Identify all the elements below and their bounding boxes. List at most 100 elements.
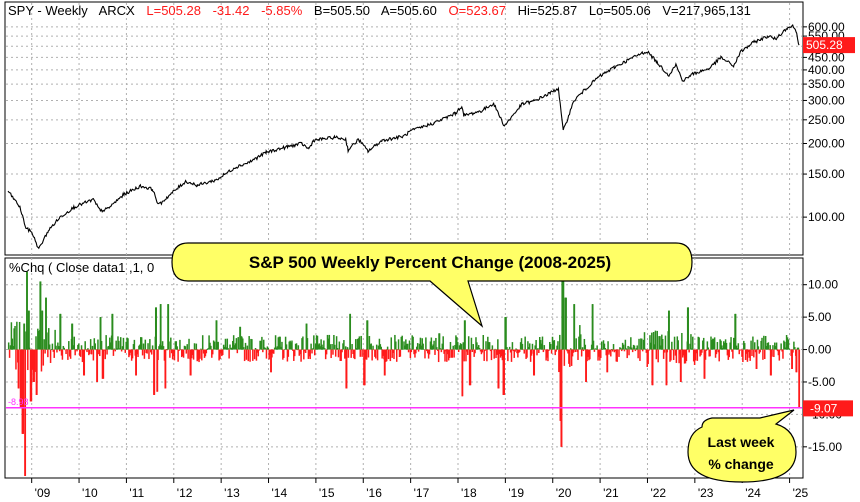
percent-bar [517,349,519,358]
percent-bar [335,336,338,350]
percent-bar-highlight [469,349,471,386]
percent-bar [162,346,165,350]
percent-bar-highlight [156,349,159,392]
percent-bar [617,349,619,351]
percent-bar [223,346,226,350]
percent-bar [728,349,730,358]
percent-bar-highlight [135,349,137,376]
percent-bar [440,349,443,353]
percent-bar [747,349,750,353]
percent-bar [569,349,571,367]
percent-bar [257,349,260,357]
percent-bar [278,336,280,350]
last-week-callout-bubble [687,409,797,483]
percent-bar [74,349,76,356]
percent-bar [693,349,696,365]
percent-bar [344,346,347,350]
percent-bar [103,349,106,351]
percent-bar [170,337,172,350]
percent-bar [398,349,401,357]
percent-bar [467,336,470,350]
percent-bar [430,337,433,350]
percent-bar [596,345,598,350]
percent-bar-highlight [28,310,30,350]
percent-bar [376,349,379,361]
percent-bar [187,349,189,359]
percent-bar [163,349,166,361]
percent-bar [645,349,648,353]
date-tick-label: '17 [414,486,430,500]
percent-bar [738,349,740,355]
percent-bar [688,349,690,353]
percent-bar [129,349,132,353]
percent-bar [460,344,463,350]
percent-bar [615,349,618,362]
percent-bar [31,349,34,370]
percent-bar [323,340,325,350]
price-tick-label: 150.00 [808,167,845,181]
percent-bar [373,349,375,351]
percent-bar [161,341,164,350]
percent-bar [538,337,541,350]
percent-bar [124,349,127,353]
percent-bar [132,344,135,350]
percent-bar [118,340,120,350]
percent-bar-highlight [96,349,99,382]
percent-bar [12,345,14,350]
percent-bar [73,336,76,350]
percent-bar [455,335,457,350]
percent-bar [523,349,526,354]
percent-bar [593,349,596,352]
percent-bar [259,340,261,350]
percent-bar [57,342,59,350]
percent-bar-highlight [798,349,801,409]
percent-bar [577,349,579,360]
percent-bar [227,348,229,350]
percent-bar [450,349,453,358]
percent-bar [395,341,397,350]
percent-bar [226,338,229,350]
percent-bar [11,338,14,350]
percent-bar [201,349,203,361]
percent-bar [40,349,43,372]
percent-bar [477,345,480,350]
percent-bar [788,348,791,350]
percent-bar [488,342,491,350]
percent-bar [634,349,637,352]
percent-bar-highlight [35,349,38,395]
percent-axis: 10.005.000.00-5.00-10.00-15.00 [803,278,842,454]
percent-bar [713,337,716,350]
percent-bar [320,339,322,350]
percent-bar [413,349,415,355]
percent-bar [340,349,342,361]
percent-bar [312,348,314,350]
percent-bar [391,349,393,358]
percent-bar [88,349,90,356]
percent-bar [643,332,646,350]
percent-bar [531,343,534,350]
percent-bar [238,348,240,350]
reference-level-label: -8.98 [8,397,29,407]
percent-bar [210,345,212,350]
percent-bar [293,349,296,357]
percent-bar [246,345,249,350]
percent-bar [258,349,260,351]
percent-bar [647,349,649,365]
percent-bar [552,340,555,350]
percent-bar [779,349,781,351]
percent-bar [704,349,707,360]
percent-bar [611,349,614,352]
percent-tick-label: 10.00 [808,278,838,292]
percent-bar [510,349,513,362]
percent-bar [88,349,91,355]
percent-bar [188,338,190,350]
percent-bar [360,335,362,350]
percent-bar [762,349,764,360]
date-tick-label: '24 [745,486,761,500]
percent-bar [315,335,318,350]
percent-bar [587,349,589,357]
percent-bar [276,346,279,350]
percent-bar [203,349,206,358]
percent-bar [522,349,525,351]
